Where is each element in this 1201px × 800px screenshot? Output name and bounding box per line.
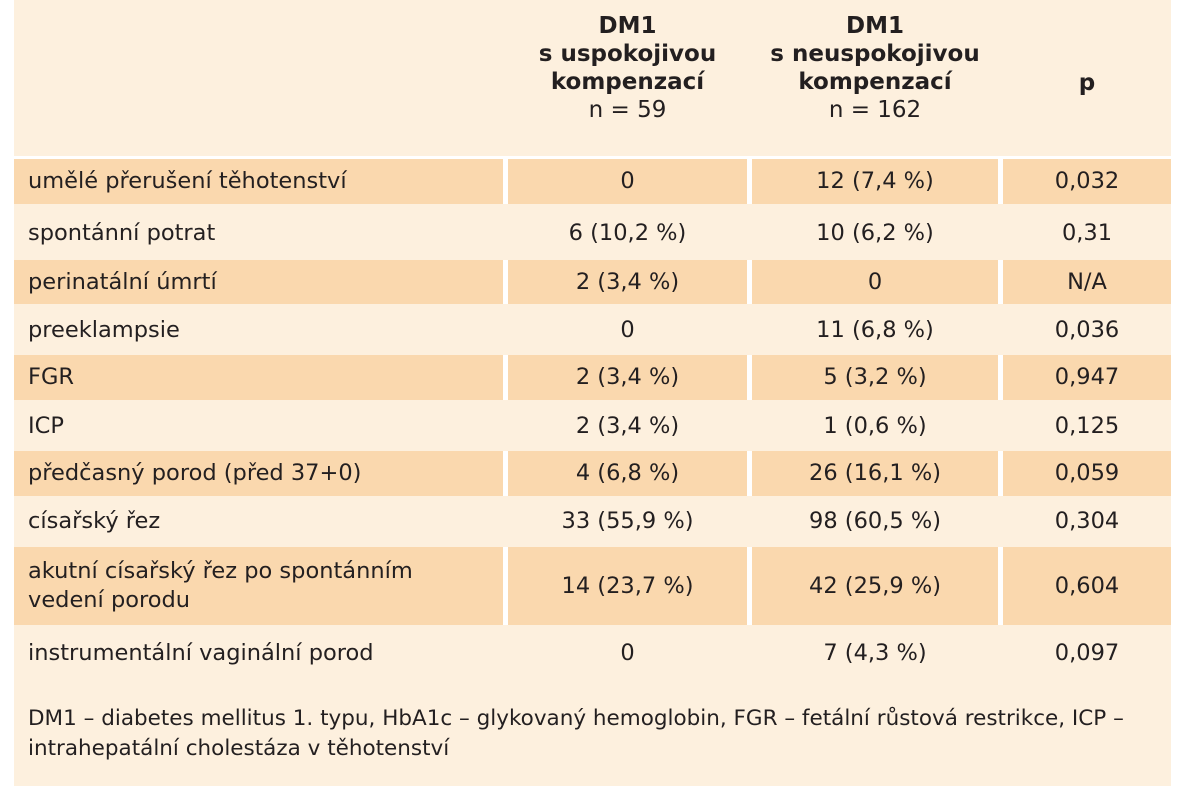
header-p: p	[1003, 69, 1171, 97]
cell-poor-compensation: 10 (6,2 %)	[816, 219, 934, 246]
table-row: spontánní potrat 6 (10,2 %) 10 (6,2 %) 0…	[14, 209, 1171, 257]
cell-p-value: 0,032	[1003, 159, 1171, 204]
header-group-2-line-2: s neuspokojivou	[770, 41, 980, 67]
cell-p-value: 0,125	[1054, 412, 1120, 439]
cell-p-value: 0,036	[1054, 316, 1120, 343]
cell-p-value: 0,304	[1054, 507, 1120, 534]
row-label: umělé přerušení těhotenství	[14, 159, 503, 204]
row-label: akutní císařský řez po spontánním vedení…	[14, 547, 503, 625]
header-group-2-line-1: DM1	[846, 13, 904, 39]
cell-poor-compensation: 26 (16,1 %)	[752, 451, 998, 496]
cell-p-value: N/A	[1003, 260, 1171, 304]
row-label: císařský řez	[28, 507, 161, 534]
table-row: císařský řez 33 (55,9 %) 98 (60,5 %) 0,3…	[14, 498, 1171, 544]
table-row: instrumentální vaginální porod 0 7 (4,3 …	[14, 629, 1171, 677]
cell-p-value: 0,059	[1003, 451, 1171, 496]
row-label: FGR	[14, 355, 503, 400]
cell-good-compensation: 0	[620, 639, 635, 666]
header-group-2-n: n = 162	[828, 97, 922, 123]
table-row: preeklampsie 0 11 (6,8 %) 0,036	[14, 306, 1171, 354]
header-group-2-line-3: kompenzací	[798, 69, 952, 95]
header-group-1-n: n = 59	[588, 97, 667, 123]
table-footnote: DM1 – diabetes mellitus 1. typu, HbA1c –…	[28, 706, 1124, 761]
cell-good-compensation: 0	[620, 316, 635, 343]
header-p-label: p	[1078, 70, 1096, 96]
table-row: FGR 2 (3,4 %) 5 (3,2 %) 0,947	[14, 355, 1171, 400]
cell-poor-compensation: 12 (7,4 %)	[752, 159, 998, 204]
cell-poor-compensation: 98 (60,5 %)	[809, 507, 941, 534]
header-group-1-line-1: DM1	[598, 13, 657, 39]
row-label: předčasný porod (před 37+0)	[14, 451, 503, 496]
row-label: spontánní potrat	[28, 219, 216, 246]
row-label: perinatální úmrtí	[14, 260, 503, 304]
row-label: ICP	[28, 412, 64, 439]
header-group-1-line-3: kompenzací	[550, 69, 705, 95]
table-row: akutní císařský řez po spontánním vedení…	[14, 547, 1171, 625]
cell-good-compensation: 14 (23,7 %)	[508, 547, 747, 625]
cell-good-compensation: 4 (6,8 %)	[508, 451, 747, 496]
row-label: preeklampsie	[28, 316, 180, 343]
cell-p-value: 0,604	[1003, 547, 1171, 625]
cell-poor-compensation: 11 (6,8 %)	[816, 316, 934, 343]
header-group-1-line-2: s uspokojivou	[538, 41, 717, 67]
cell-p-value: 0,31	[1061, 219, 1113, 246]
cell-good-compensation: 2 (3,4 %)	[575, 412, 680, 439]
cell-good-compensation: 2 (3,4 %)	[508, 260, 747, 304]
table-row: ICP 2 (3,4 %) 1 (0,6 %) 0,125	[14, 402, 1171, 450]
header-group-1: DM1 s uspokojivou kompenzací n = 59	[508, 12, 747, 124]
cell-poor-compensation: 0	[752, 260, 998, 304]
cell-good-compensation: 33 (55,9 %)	[561, 507, 694, 534]
table-row: perinatální úmrtí 2 (3,4 %) 0 N/A	[14, 260, 1171, 304]
cell-poor-compensation: 42 (25,9 %)	[752, 547, 998, 625]
cell-p-value: 0,947	[1003, 355, 1171, 400]
header-group-2: DM1 s neuspokojivou kompenzací n = 162	[752, 12, 998, 124]
cell-poor-compensation: 5 (3,2 %)	[752, 355, 998, 400]
cell-p-value: 0,097	[1054, 639, 1120, 666]
header-divider	[14, 156, 1171, 159]
row-label: instrumentální vaginální porod	[28, 639, 374, 666]
table-row: předčasný porod (před 37+0) 4 (6,8 %) 26…	[14, 451, 1171, 496]
table-row: umělé přerušení těhotenství 0 12 (7,4 %)…	[14, 159, 1171, 204]
cell-poor-compensation: 7 (4,3 %)	[823, 639, 927, 666]
cell-good-compensation: 2 (3,4 %)	[508, 355, 747, 400]
cell-good-compensation: 0	[508, 159, 747, 204]
cell-good-compensation: 6 (10,2 %)	[568, 219, 687, 246]
cell-poor-compensation: 1 (0,6 %)	[823, 412, 927, 439]
